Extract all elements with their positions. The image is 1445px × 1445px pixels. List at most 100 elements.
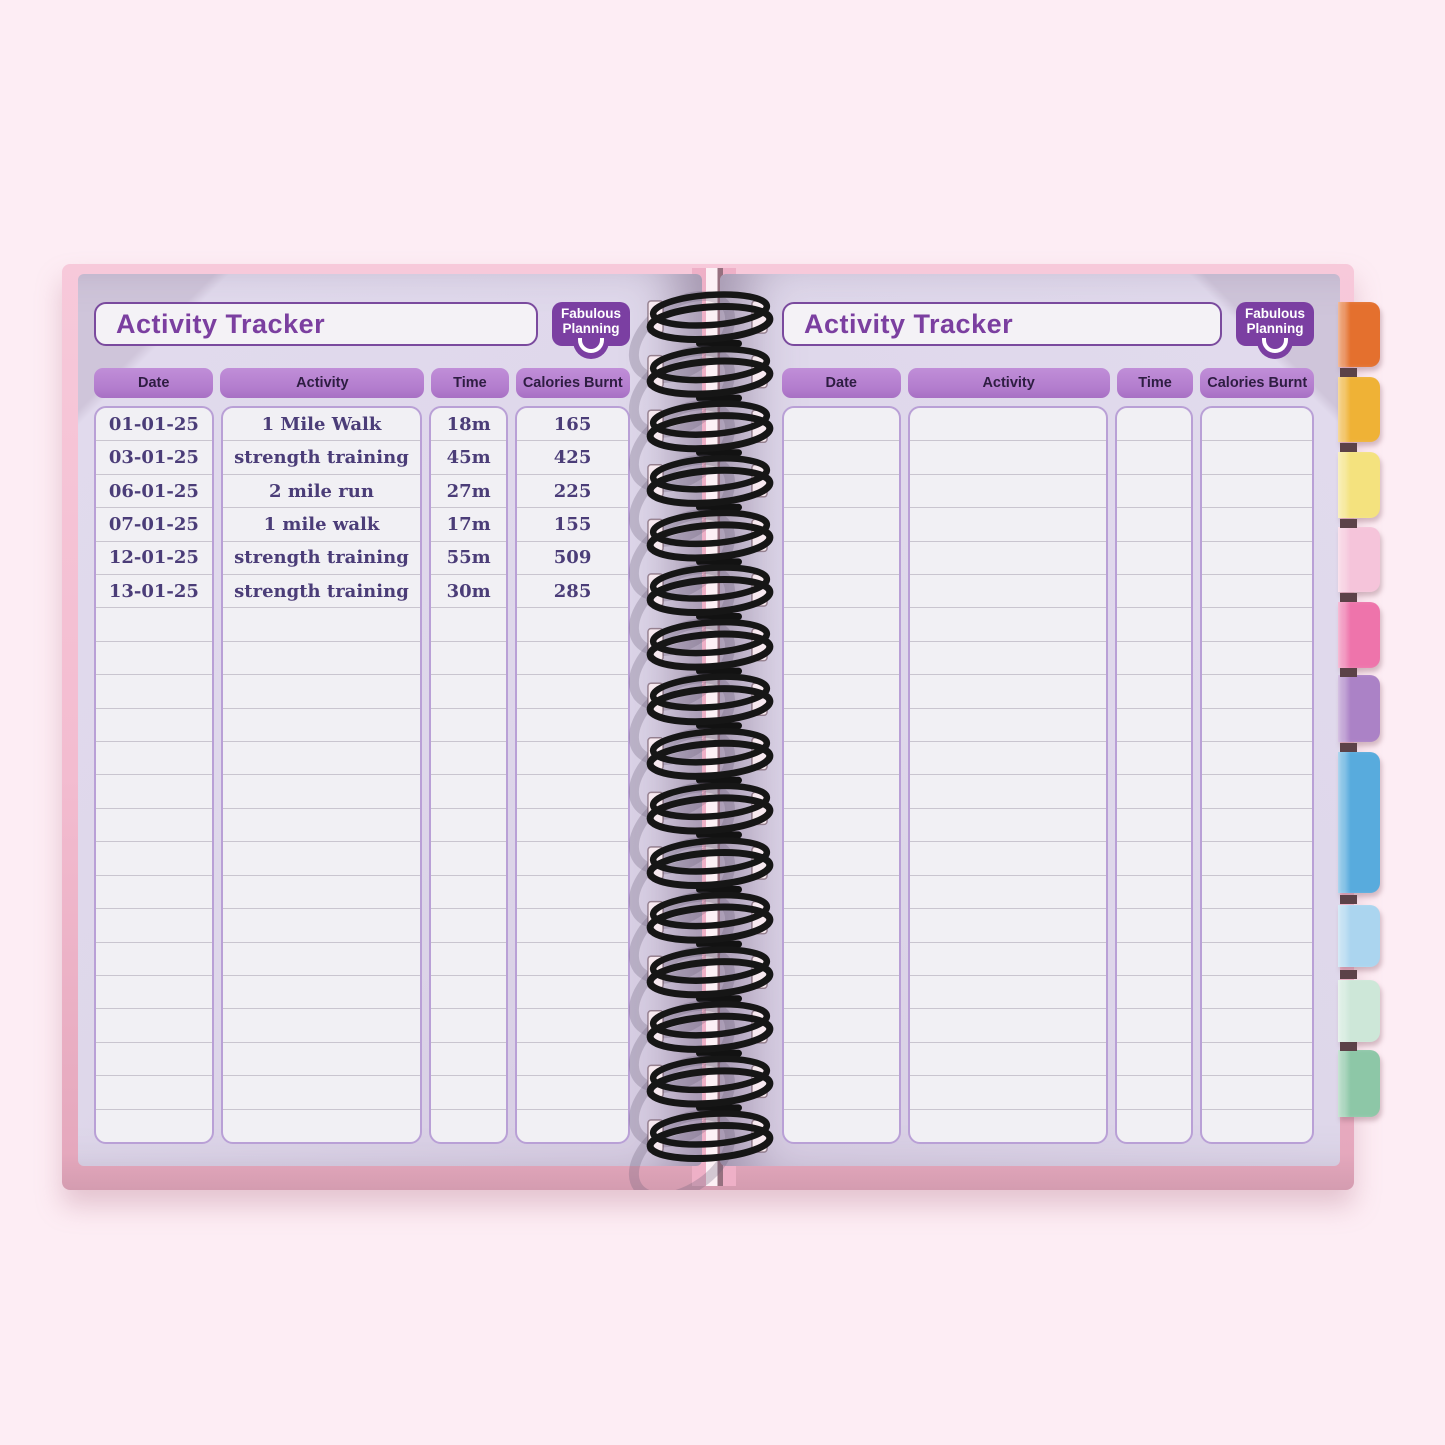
table-cell-empty [431, 741, 507, 774]
column-header-time: Time [431, 368, 509, 398]
table-cell-empty [909, 540, 1106, 574]
table-cell-empty [1116, 507, 1191, 540]
table-cell-empty [96, 741, 212, 774]
table-cell-empty [1116, 1075, 1191, 1108]
table-cell: 12-01-25 [96, 540, 212, 574]
table-cell-empty [909, 707, 1106, 741]
table-cell-empty [910, 408, 1106, 440]
table-cell-empty [96, 941, 212, 975]
table-cell-empty [784, 908, 899, 941]
brand-logo-line2: Planning [562, 320, 620, 336]
table-cell-empty [222, 674, 421, 707]
table-cell-empty [1202, 1108, 1312, 1142]
table-cell-empty [222, 741, 421, 774]
table-cell-empty [784, 707, 899, 741]
page-title-box: Activity Tracker [782, 302, 1222, 346]
table-cell-empty [784, 1041, 899, 1075]
table-cell-empty [431, 807, 507, 841]
table-column [782, 406, 901, 1144]
column-header-time: Time [1116, 368, 1194, 398]
table-cell-empty [1117, 408, 1191, 440]
table-cell-empty [1202, 440, 1312, 473]
table-cell-empty [784, 774, 899, 807]
table-cell-empty [1116, 1008, 1191, 1041]
page-header: Activity Tracker Fabulous Planning [94, 302, 630, 353]
table-cell-empty [1116, 807, 1191, 841]
column-header-calories-burnt: Calories Burnt [515, 368, 630, 398]
table-header-row: Date Activity Time Calories Burnt [782, 368, 1314, 398]
table-cell: 13-01-25 [96, 574, 212, 607]
table-cell-empty [784, 1108, 899, 1142]
table-cell-empty [96, 1041, 212, 1075]
page-header: Activity Tracker Fabulous Planning [782, 302, 1314, 353]
tab-connector [1340, 743, 1357, 752]
table-cell-empty [1202, 607, 1312, 640]
table-cell-empty [784, 640, 899, 674]
table-cell-empty [784, 574, 899, 607]
column-header-activity: Activity [907, 368, 1110, 398]
activity-table: 01-01-25 03-01-25 06-01-25 07-01-25 12-01-25… [94, 406, 630, 1144]
table-cell-empty [222, 707, 421, 741]
tab-purple [1338, 675, 1380, 742]
table-cell: 27m [431, 473, 507, 507]
tab-connector [1340, 593, 1357, 602]
table-cell-empty [909, 941, 1106, 975]
table-cell: strength training [222, 540, 421, 574]
table-cell-empty [517, 774, 628, 807]
table-column [1114, 406, 1193, 1144]
table-cell-empty [784, 1075, 899, 1108]
table-cell-empty [517, 908, 628, 941]
table-column [907, 406, 1108, 1144]
column-header-date: Date [94, 368, 214, 398]
table-cell-empty [784, 941, 899, 975]
table-cell-empty [1202, 507, 1312, 540]
table-cell-empty [431, 908, 507, 941]
table-cell-empty [517, 674, 628, 707]
tab-connector [1340, 443, 1357, 452]
table-cell-empty [1116, 674, 1191, 707]
tab-blue [1338, 752, 1380, 893]
table-cell-empty [909, 674, 1106, 707]
table-cell-empty [517, 841, 628, 874]
table-cell-empty [909, 874, 1106, 908]
table-cell-empty [909, 807, 1106, 841]
table-cell-empty [784, 841, 899, 874]
activity-table [782, 406, 1314, 1144]
table-column: 1 Mile Walk strength training 2 mile run 1 … [220, 406, 423, 1144]
table-cell: 509 [517, 540, 628, 574]
table-cell-empty [517, 1075, 628, 1108]
table-column: 18m 45m 27m 17m 55m 30m [429, 406, 509, 1144]
table-cell-empty [784, 540, 899, 574]
table-cell: 17m [431, 507, 507, 540]
table-cell-empty [222, 841, 421, 874]
column-header-date: Date [782, 368, 901, 398]
table-cell-empty [222, 908, 421, 941]
table-column: 01-01-25 03-01-25 06-01-25 07-01-25 12-01-25… [94, 406, 214, 1144]
table-cell-empty [784, 874, 899, 908]
smile-icon [578, 338, 604, 353]
tab-connector [1340, 969, 1357, 979]
table-cell-empty [517, 874, 628, 908]
table-cell-empty [222, 1008, 421, 1041]
table-cell-empty [1202, 540, 1312, 574]
table-cell-empty [431, 1008, 507, 1041]
table-cell-empty [96, 607, 212, 640]
table-cell-empty [96, 874, 212, 908]
table-cell-empty [909, 741, 1106, 774]
table-cell-empty [909, 841, 1106, 874]
table-cell: 55m [431, 540, 507, 574]
table-cell-empty [96, 841, 212, 874]
brand-logo: Fabulous Planning [552, 302, 630, 353]
table-cell: 285 [517, 574, 628, 607]
table-cell-empty [1116, 1108, 1191, 1142]
table-cell-empty [222, 1108, 421, 1142]
table-cell-empty [1116, 741, 1191, 774]
tab-connector [1340, 518, 1357, 528]
table-cell-empty [1116, 874, 1191, 908]
table-cell-empty [1116, 607, 1191, 640]
table-cell-empty [784, 807, 899, 841]
table-cell-empty [909, 1075, 1106, 1108]
table-cell: 07-01-25 [96, 507, 212, 540]
table-cell-empty [1202, 841, 1312, 874]
table-cell-empty [1116, 774, 1191, 807]
